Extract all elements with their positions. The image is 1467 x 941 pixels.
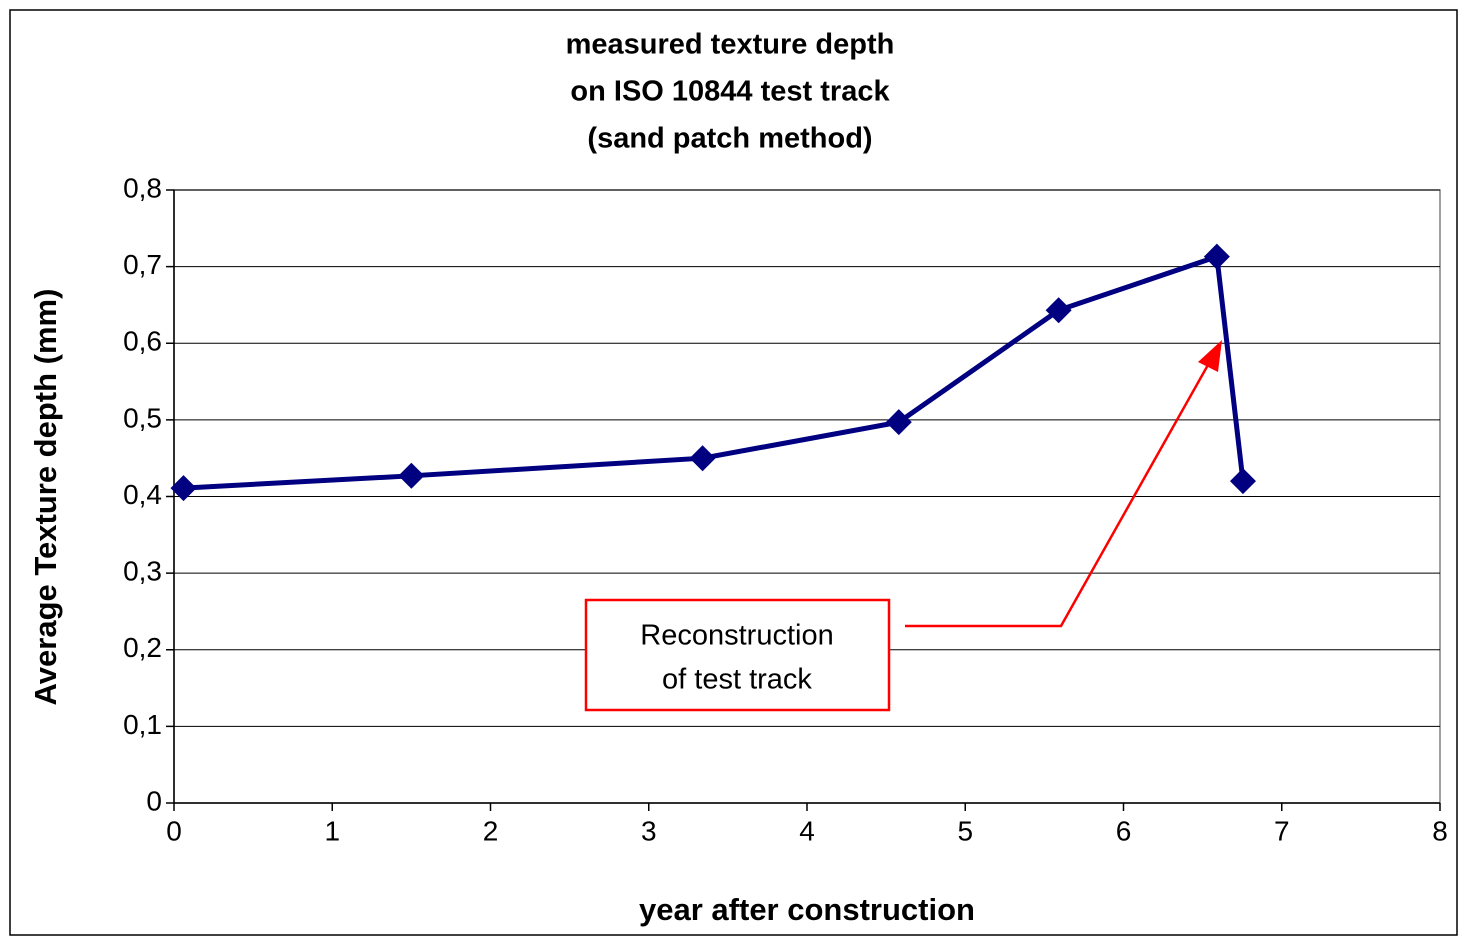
x-axis-title: year after construction: [639, 892, 975, 927]
chart-frame: [9, 9, 1458, 936]
x-tick-label: 0: [166, 815, 182, 846]
y-tick-label: 0,1: [123, 709, 162, 740]
y-tick-label: 0,7: [123, 249, 162, 280]
data-point: [1045, 297, 1072, 324]
annotation-box: [584, 598, 891, 712]
chart-title: measured texture depth: [566, 29, 895, 61]
y-tick-label: 0: [146, 785, 162, 816]
data-point: [398, 462, 425, 489]
chart-title: (sand patch method): [587, 123, 872, 155]
data-point: [1229, 468, 1256, 495]
y-tick-label: 0,6: [123, 326, 162, 357]
x-tick-label: 4: [799, 815, 815, 846]
annotation-text: of test track: [662, 664, 812, 696]
x-tick-label: 1: [324, 815, 340, 846]
data-point: [885, 409, 912, 436]
annotation-arrow: [905, 355, 1215, 628]
annotation-text: Reconstruction: [640, 620, 833, 652]
x-tick-label: 5: [957, 815, 973, 846]
x-tick-label: 7: [1274, 815, 1290, 846]
data-point: [1203, 243, 1230, 270]
y-tick-label: 0,4: [123, 479, 162, 510]
y-tick-label: 0,5: [123, 402, 162, 433]
y-axis-title: Average Texture depth (mm): [28, 289, 63, 706]
data-point: [170, 475, 197, 502]
x-tick-label: 6: [1116, 815, 1132, 846]
data-point: [689, 445, 716, 472]
x-tick-label: 3: [641, 815, 657, 846]
annotation-arrowhead: [1198, 340, 1222, 372]
chart-title: on ISO 10844 test track: [570, 76, 890, 108]
y-tick-label: 0,8: [123, 172, 162, 203]
y-tick-label: 0,3: [123, 556, 162, 587]
x-tick-label: 2: [483, 815, 499, 846]
y-tick-label: 0,2: [123, 632, 162, 663]
x-tick-label: 8: [1432, 815, 1448, 846]
